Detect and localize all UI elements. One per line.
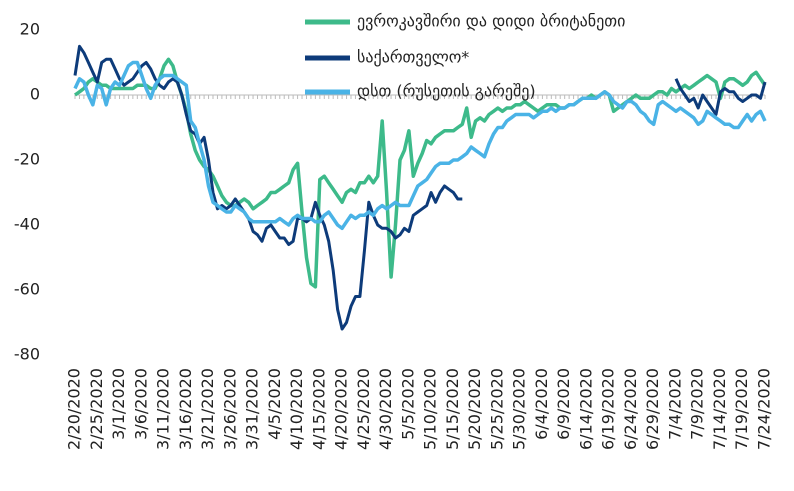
x-tick-label: 3/21/2020 bbox=[198, 368, 217, 450]
x-tick-label: 7/14/2020 bbox=[710, 368, 729, 450]
legend-label: საქართველო* bbox=[357, 48, 469, 67]
x-tick-label: 4/10/2020 bbox=[287, 368, 306, 450]
x-tick-label: 5/5/2020 bbox=[398, 368, 417, 440]
x-tick-label: 3/16/2020 bbox=[176, 368, 195, 450]
x-tick-label: 6/29/2020 bbox=[643, 368, 662, 450]
x-tick-label: 3/6/2020 bbox=[131, 368, 150, 440]
x-tick-label: 4/20/2020 bbox=[332, 368, 351, 450]
x-tick-label: 7/19/2020 bbox=[732, 368, 751, 450]
x-tick-label: 6/4/2020 bbox=[532, 368, 551, 440]
x-tick-label: 7/4/2020 bbox=[665, 368, 684, 440]
x-tick-label: 3/26/2020 bbox=[220, 368, 239, 450]
x-tick-label: 4/5/2020 bbox=[265, 368, 284, 440]
x-tick-label: 6/14/2020 bbox=[576, 368, 595, 450]
x-tick-label: 5/30/2020 bbox=[510, 368, 529, 450]
x-tick-label: 7/24/2020 bbox=[755, 368, 774, 450]
x-tick-label: 5/15/2020 bbox=[443, 368, 462, 450]
legend-label: დსთ (რუსეთის გარეშე) bbox=[357, 82, 536, 101]
x-tick-label: 6/24/2020 bbox=[621, 368, 640, 450]
y-tick-label: -40 bbox=[14, 215, 40, 234]
series-line bbox=[73, 60, 767, 231]
x-tick-label: 5/20/2020 bbox=[465, 368, 484, 450]
legend-label: ევროკავშირი და დიდი ბრიტანეთი bbox=[357, 12, 625, 31]
x-tick-label: 4/30/2020 bbox=[376, 368, 395, 450]
x-tick-label: 5/10/2020 bbox=[421, 368, 440, 450]
x-tick-label: 2/25/2020 bbox=[87, 368, 106, 450]
x-tick-label: 7/9/2020 bbox=[688, 368, 707, 440]
x-tick-label: 3/31/2020 bbox=[243, 368, 262, 450]
x-tick-label: 4/15/2020 bbox=[309, 368, 328, 450]
y-tick-label: -60 bbox=[14, 280, 40, 299]
y-tick-label: -80 bbox=[14, 345, 40, 364]
y-tick-label: 20 bbox=[20, 20, 40, 39]
x-tick-label: 2/20/2020 bbox=[65, 368, 84, 450]
x-tick-label: 6/9/2020 bbox=[554, 368, 573, 440]
x-tick-label: 4/25/2020 bbox=[354, 368, 373, 450]
x-tick-label: 3/1/2020 bbox=[109, 368, 128, 440]
y-tick-label: 0 bbox=[30, 85, 40, 104]
y-tick-label: -20 bbox=[14, 150, 40, 169]
x-tick-label: 6/19/2020 bbox=[599, 368, 618, 450]
x-tick-label: 5/25/2020 bbox=[487, 368, 506, 450]
x-tick-label: 3/11/2020 bbox=[154, 368, 173, 450]
